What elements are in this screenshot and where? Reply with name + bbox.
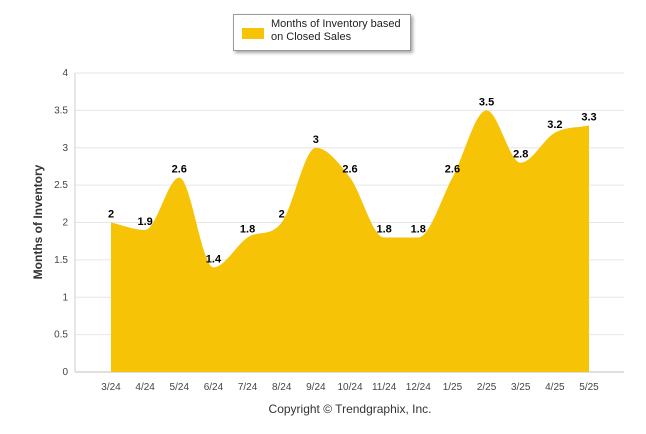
data-label: 1.9 [137,216,152,228]
y-tick-label: 3.5 [54,105,68,116]
data-label: 3 [313,134,319,146]
x-tick-label: 4/25 [545,382,565,393]
x-tick-label: 7/24 [238,382,258,393]
x-tick-label: 4/24 [135,382,155,393]
x-tick-label: 11/24 [372,382,397,393]
y-tick-label: 0 [62,367,68,378]
data-label: 1.8 [376,223,391,235]
data-label: 2.6 [342,164,357,176]
data-labels: 2 1.9 2.6 1.4 1.8 2 3 2.6 1.8 1.8 2.6 3.5 2.8 3.2 3.3 [108,96,597,265]
x-tick-label: 3/25 [511,382,531,393]
x-tick-label: 2/25 [477,382,497,393]
x-tick-label: 6/24 [204,382,224,393]
data-label: 2.6 [172,164,187,176]
y-tick-label: 1 [62,292,68,303]
x-tick-label: 5/25 [579,382,599,393]
legend: Months of Inventory based on Closed Sale… [233,14,411,51]
area-series [111,110,589,372]
x-tick-label: 3/24 [101,382,121,393]
y-axis-title: Months of Inventory [31,164,45,279]
data-label: 2 [108,209,114,221]
data-label: 3.3 [581,111,596,123]
x-tick-label: 1/25 [443,382,463,393]
x-tick-label: 8/24 [272,382,292,393]
y-tick-label: 1.5 [54,255,68,266]
y-tick-label: 0.5 [54,330,68,341]
legend-swatch [242,28,264,39]
x-tick-label: 12/24 [406,382,431,393]
legend-label: Months of Inventory based on Closed Sale… [271,18,401,43]
y-axis-ticks: 0 0.5 1 1.5 2 2.5 3 3.5 4 [54,68,68,378]
data-label: 3.5 [479,96,494,108]
data-label: 2.6 [445,164,460,176]
data-label: 1.4 [206,253,222,265]
data-label: 2.8 [513,149,528,161]
x-tick-label: 10/24 [337,382,362,393]
x-axis-ticks: 3/24 4/24 5/24 6/24 7/24 8/24 9/24 10/24 11/24 12… [101,382,599,393]
data-label: 1.8 [240,223,255,235]
y-tick-label: 2 [62,218,68,229]
x-tick-label: 5/24 [170,382,190,393]
y-tick-label: 2.5 [54,180,68,191]
data-label: 1.8 [411,223,426,235]
data-label: 3.2 [547,119,562,131]
x-tick-label: 9/24 [306,382,326,393]
y-tick-label: 4 [62,68,68,79]
y-tick-label: 3 [62,143,68,154]
copyright-text: Copyright © Trendgraphix, Inc. [268,402,432,416]
data-label: 2 [279,209,285,221]
